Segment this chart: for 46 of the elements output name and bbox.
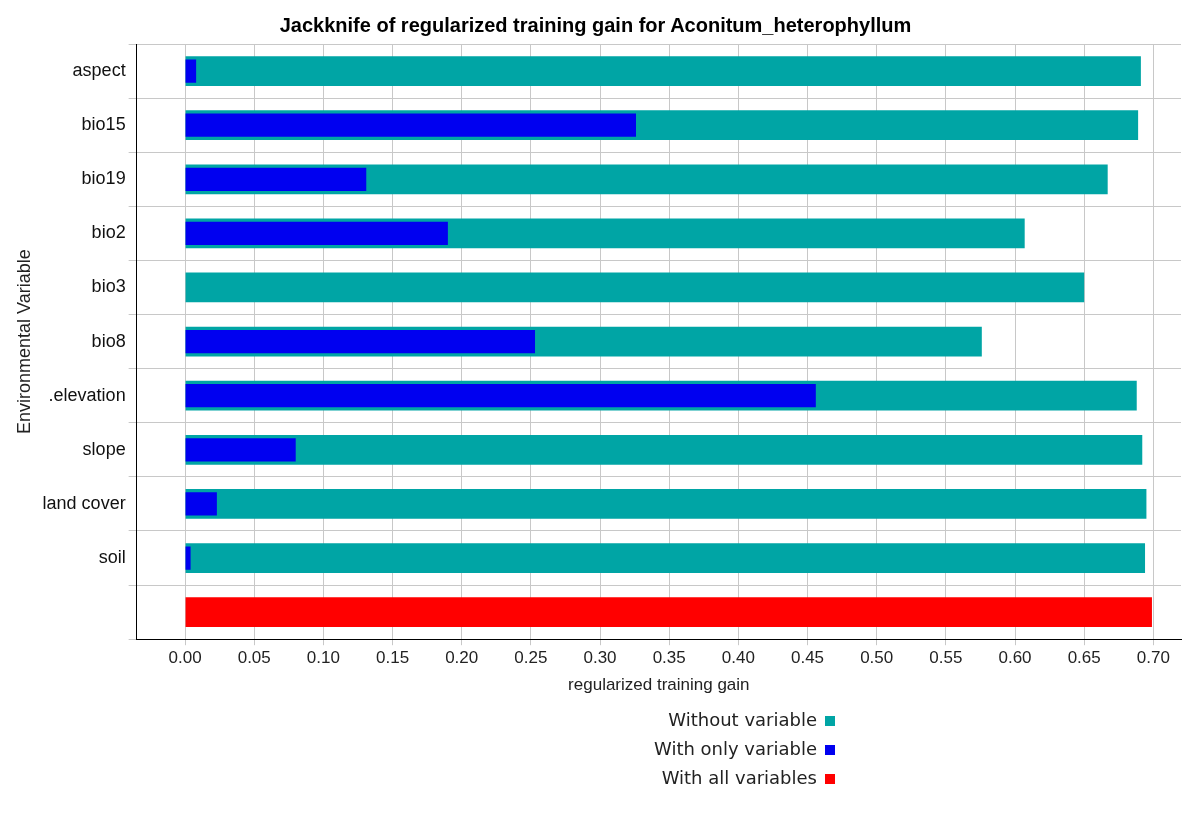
x-tick-label: 0.10 <box>306 648 340 668</box>
bar <box>185 56 1141 86</box>
x-axis-title: regularized training gain <box>568 675 750 695</box>
y-tick-label: aspect <box>72 60 126 81</box>
bar <box>185 434 1143 465</box>
x-tick-label: 0.45 <box>790 648 825 668</box>
y-tick-label: bio2 <box>91 222 126 243</box>
legend-label: With only variable <box>653 738 817 759</box>
y-tick-label: bio8 <box>91 330 126 351</box>
x-tick-label: 0.15 <box>376 648 410 668</box>
y-tick-label: bio19 <box>81 168 126 189</box>
x-tick-label: 0.65 <box>1067 648 1101 668</box>
bar <box>185 329 536 354</box>
y-tick-label: land cover <box>42 492 126 513</box>
x-tick-label: 0.00 <box>168 648 202 668</box>
bar <box>185 492 217 516</box>
y-tick-label: .elevation <box>48 384 126 405</box>
bar <box>185 546 191 570</box>
bar <box>185 438 296 462</box>
bar <box>185 543 1146 573</box>
bar <box>185 272 1085 303</box>
x-tick-label: 0.50 <box>860 648 894 668</box>
x-tick-label: 0.25 <box>514 648 548 668</box>
bar <box>185 221 448 246</box>
y-tick-label: slope <box>82 438 126 459</box>
y-axis-title: Environmental Variable <box>13 249 34 434</box>
chart-title: Jackknife of regularized training gain for Aconitum_heterophyllum <box>279 13 912 36</box>
y-tick-label: bio3 <box>91 276 126 297</box>
x-tick-label: 0.70 <box>1136 648 1170 668</box>
x-tick-label: 0.60 <box>998 648 1032 668</box>
legend-label: With all variables <box>661 767 817 788</box>
bar <box>185 489 1147 519</box>
x-tick-label: 0.20 <box>445 648 479 668</box>
x-tick-label: 0.40 <box>721 648 755 668</box>
x-tick-label: 0.35 <box>652 648 686 668</box>
bar <box>185 113 636 137</box>
x-tick-label: 0.55 <box>929 648 963 668</box>
bar <box>185 384 816 408</box>
y-tick-label: bio15 <box>81 114 126 135</box>
bar <box>185 167 367 191</box>
bar <box>185 59 197 83</box>
y-tick-label: soil <box>98 547 126 568</box>
bar <box>185 597 1152 628</box>
x-tick-label: 0.05 <box>237 648 271 668</box>
legend-label: Without variable <box>668 709 817 730</box>
x-tick-label: 0.30 <box>583 648 617 668</box>
